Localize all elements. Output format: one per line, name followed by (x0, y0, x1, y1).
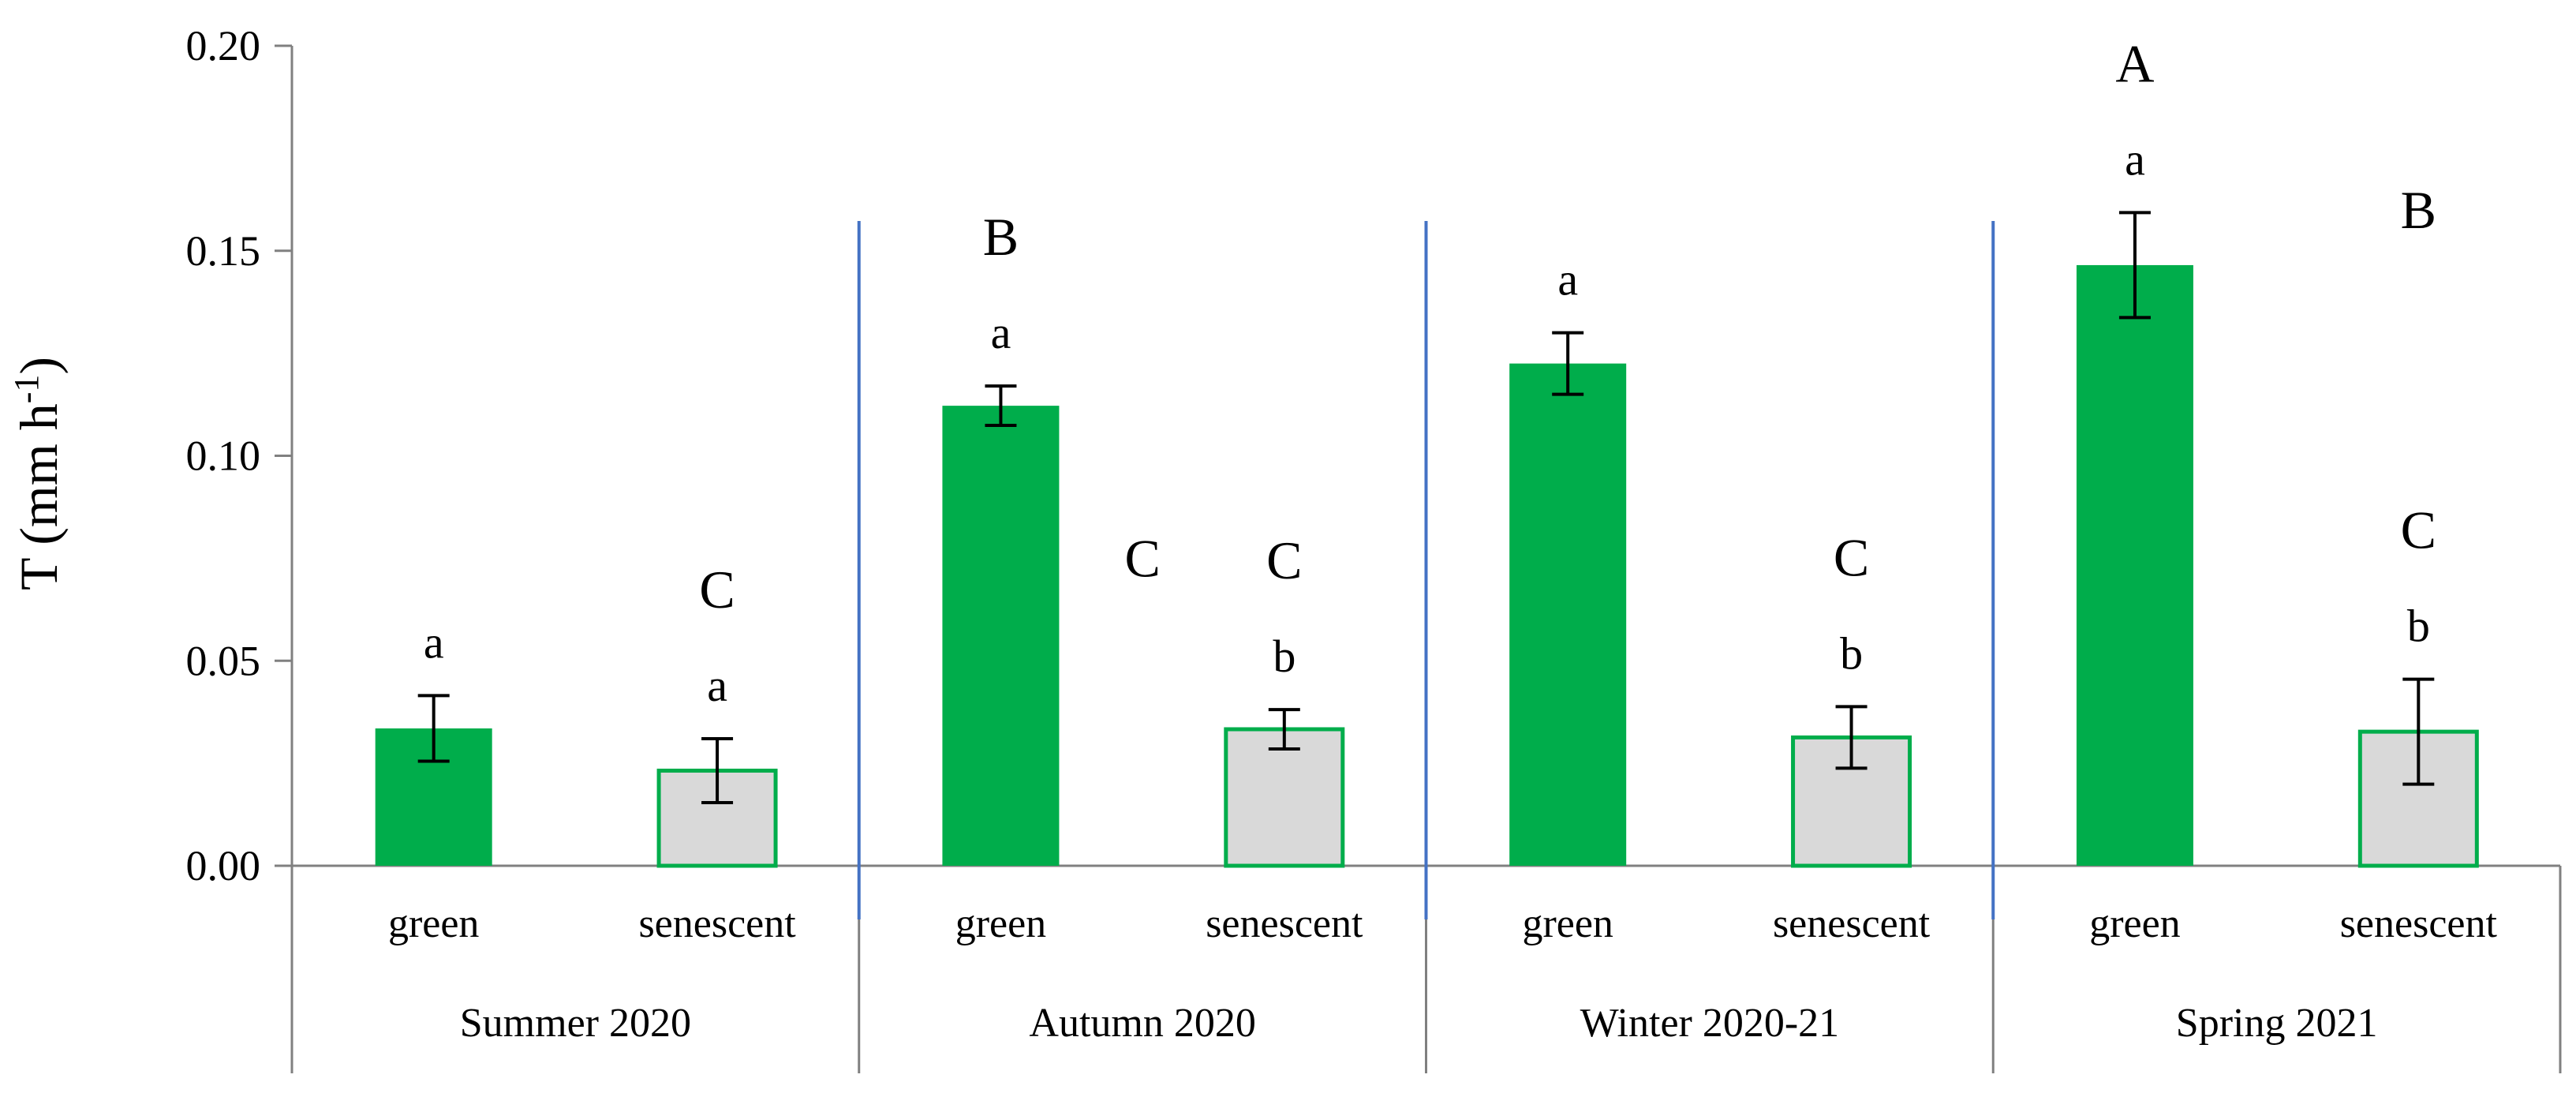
significance-letter: C (1266, 530, 1302, 590)
bar-senescent (1224, 727, 1345, 868)
significance-letter: b (2407, 601, 2430, 652)
significance-letter: a (2125, 133, 2145, 185)
category-label: green (388, 901, 479, 946)
significance-letter: C (1124, 528, 1160, 588)
category-label: senescent (1206, 901, 1363, 946)
category-label: green (1522, 901, 1613, 946)
group-label: Summer 2020 (460, 1001, 691, 1046)
y-tick-label: 0.00 (186, 842, 261, 889)
significance-letter: a (424, 616, 444, 668)
y-tick-label: 0.05 (186, 637, 261, 684)
y-axis-label-main: T (mm h (9, 403, 69, 590)
significance-letter: a (991, 307, 1011, 358)
y-tick-label: 0.10 (186, 432, 261, 480)
labels-layer: 0.00 0.05 0.10 0.15 0.20 a green Ca senescent Sum… (186, 22, 2498, 1046)
category-label: green (955, 901, 1046, 946)
category-label: senescent (2340, 901, 2498, 946)
significance-letter: a (1557, 254, 1578, 305)
significance-letter: a (707, 660, 727, 711)
significance-letter: A (2115, 33, 2154, 93)
y-axis-label-sup: -1 (7, 375, 46, 404)
significance-letter: b (1273, 631, 1295, 682)
y-tick-label: 0.20 (186, 22, 261, 69)
significance-letter: b (1840, 627, 1863, 679)
bar-green (1509, 363, 1627, 866)
category-label: senescent (1773, 901, 1931, 946)
bar-green (942, 406, 1060, 866)
significance-letter: B (983, 207, 1019, 267)
significance-letter: C (2401, 500, 2436, 560)
group-label: Autumn 2020 (1029, 1001, 1255, 1046)
y-tick-label: 0.15 (186, 227, 261, 275)
category-label: senescent (638, 901, 796, 946)
bars-layer (375, 211, 2479, 868)
y-axis-label-close: ) (9, 357, 69, 375)
bar-green (2076, 264, 2193, 866)
group-label: Winter 2020-21 (1580, 1001, 1840, 1046)
significance-letter: C (1834, 527, 1869, 587)
category-label: green (2089, 901, 2180, 946)
significance-letter: B (2401, 180, 2436, 240)
group-label: Spring 2021 (2176, 1001, 2378, 1046)
axes-layer (275, 44, 2562, 1073)
significance-letter: C (699, 560, 735, 620)
y-axis-label: T (mm h-1) (7, 357, 69, 590)
